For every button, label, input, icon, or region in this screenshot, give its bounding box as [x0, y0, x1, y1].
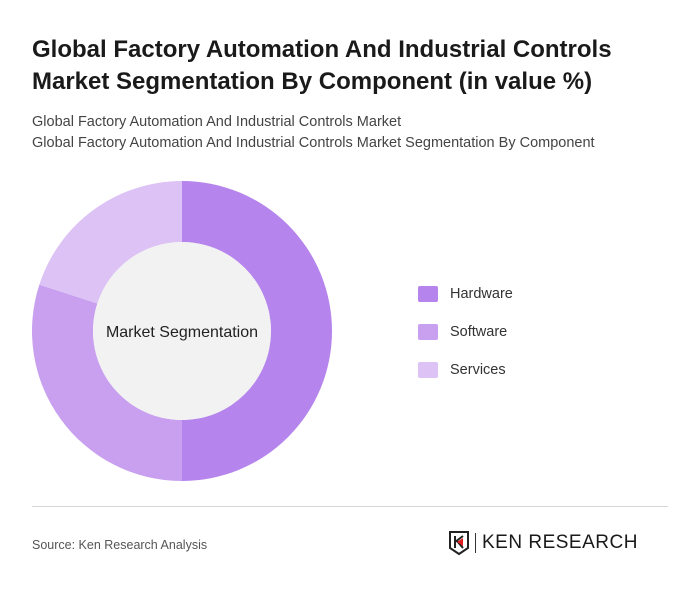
logo-separator — [475, 533, 476, 553]
slice-software — [31, 284, 182, 481]
ken-logo-icon — [449, 531, 469, 556]
subtitle-line-2: Global Factory Automation And Industrial… — [32, 135, 595, 151]
legend-item-hardware: Hardware — [418, 286, 513, 302]
center-label: Market Segmentation — [106, 324, 258, 341]
slice-hardware — [182, 181, 332, 481]
source-note: Source: Ken Research Analysis — [32, 538, 208, 552]
legend-swatch — [418, 324, 438, 340]
legend-label: Software — [450, 324, 508, 340]
legend-label: Hardware — [450, 286, 513, 302]
donut-center — [93, 242, 271, 420]
legend-label: Services — [450, 362, 506, 378]
chart-header: Global Factory Automation And Industrial… — [32, 34, 682, 154]
legend-swatch — [418, 286, 438, 302]
subtitle-line-1: Global Factory Automation And Industrial… — [32, 114, 402, 130]
divider — [32, 506, 668, 507]
legend-item-software: Software — [418, 324, 507, 340]
chart-title: Global Factory Automation And Industrial… — [32, 36, 612, 95]
ken-research-logo: KEN RESEARCH — [448, 530, 638, 556]
legend-item-services: Services — [418, 362, 506, 378]
legend-swatch — [418, 362, 438, 378]
logo-text: KEN RESEARCH — [482, 532, 638, 553]
slice-services — [39, 181, 182, 304]
